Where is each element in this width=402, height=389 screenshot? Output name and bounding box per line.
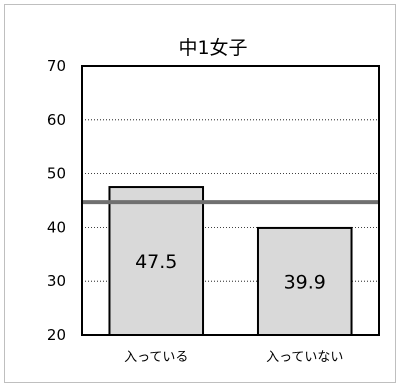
data-labels: 47.5 39.9: [135, 251, 326, 293]
bars: [108, 186, 353, 336]
y-tick-label: 50: [47, 165, 66, 183]
x-axis-categories: 入っている 入っていない: [124, 350, 343, 365]
y-tick-label: 20: [47, 326, 66, 344]
y-tick-label: 70: [47, 57, 66, 75]
y-tick-label: 40: [47, 218, 66, 236]
plot-area-border: [81, 65, 380, 336]
y-tick-label: 60: [47, 111, 66, 129]
bar: [108, 186, 205, 336]
data-label: 47.5: [135, 251, 177, 273]
category-label: 入っている: [124, 350, 188, 365]
category-label: 入っていない: [266, 350, 343, 365]
y-tick-label: 30: [47, 272, 66, 290]
data-label: 39.9: [284, 271, 326, 293]
bar: [256, 226, 353, 336]
y-axis-ticks: 20 30 40 50 60 70: [47, 57, 66, 344]
chart-title: 中1女子: [178, 37, 247, 59]
